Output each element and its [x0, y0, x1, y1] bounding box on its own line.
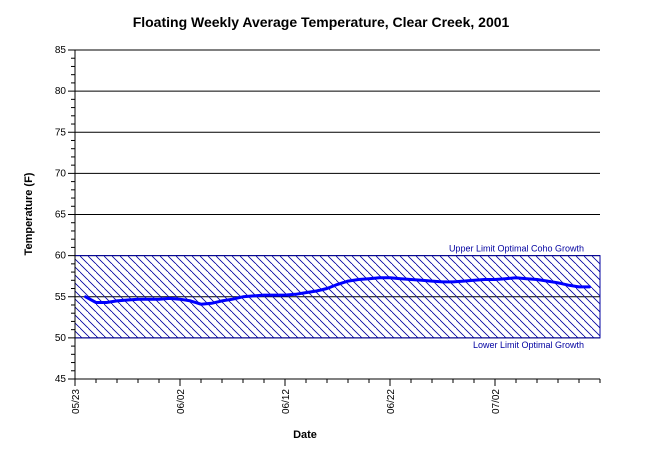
data-point	[231, 298, 234, 301]
chart-title: Floating Weekly Average Temperature, Cle…	[133, 14, 510, 30]
optimal-growth-band	[74, 255, 601, 339]
data-point	[514, 276, 518, 279]
y-tick-label: 45	[55, 374, 67, 385]
data-point	[304, 291, 308, 294]
data-point	[378, 276, 381, 279]
data-point	[241, 295, 245, 298]
data-point	[157, 298, 161, 301]
data-point	[472, 279, 476, 282]
data-point	[535, 278, 539, 281]
x-axis-label: Date	[293, 429, 317, 441]
data-point	[147, 298, 150, 301]
data-point	[441, 280, 444, 284]
data-point	[105, 301, 108, 304]
y-tick-label: 65	[55, 210, 67, 221]
y-tick-label: 70	[55, 168, 67, 179]
data-point	[525, 277, 528, 280]
x-tick-label: 06/12	[281, 389, 292, 414]
y-tick-label: 55	[55, 292, 67, 303]
data-point	[126, 298, 129, 302]
data-point	[220, 299, 224, 303]
data-point	[399, 277, 402, 280]
data-point	[588, 285, 591, 289]
data-point	[346, 279, 350, 283]
data-point	[84, 295, 87, 298]
upper-limit-label: Upper Limit Optimal Coho Growth	[449, 244, 584, 254]
data-point	[199, 303, 203, 306]
data-point	[262, 293, 266, 297]
data-point	[420, 279, 423, 282]
data-point	[357, 278, 360, 281]
data-point	[567, 284, 570, 287]
data-point	[388, 276, 392, 279]
y-tick-label: 75	[55, 127, 67, 138]
data-point	[168, 297, 171, 300]
x-tick-label: 06/02	[176, 389, 187, 414]
data-point	[504, 277, 507, 280]
x-tick-label: 07/02	[491, 389, 502, 414]
data-point	[178, 298, 182, 301]
x-axis: 05/23 06/02 06/12 06/22 07/02	[71, 378, 601, 414]
data-point	[315, 289, 318, 293]
data-point	[451, 280, 455, 284]
data-point	[546, 279, 549, 283]
y-tick-label: 85	[55, 45, 67, 56]
data-point	[294, 293, 297, 296]
x-tick-label: 05/23	[71, 389, 82, 414]
y-tick-label: 60	[55, 251, 67, 262]
data-point	[189, 299, 192, 303]
data-point	[409, 278, 413, 281]
y-axis: 45 50 55 60 65 70 75 80 85	[55, 45, 76, 385]
data-point	[577, 285, 581, 289]
data-point	[556, 281, 560, 284]
data-point	[273, 293, 276, 297]
data-point	[462, 279, 465, 283]
lower-limit-label: Lower Limit Optimal Growth	[473, 340, 584, 350]
data-point	[136, 298, 140, 301]
data-point	[430, 279, 434, 283]
data-point	[336, 283, 339, 286]
data-point	[210, 302, 213, 305]
data-point	[493, 278, 497, 281]
y-axis-label: Temperature (F)	[23, 172, 35, 255]
data-point	[483, 278, 486, 281]
x-tick-label: 06/22	[386, 389, 397, 414]
data-point	[325, 287, 329, 290]
data-points	[84, 276, 591, 306]
y-tick-label: 50	[55, 333, 67, 344]
data-point	[94, 301, 98, 304]
data-point	[283, 293, 287, 297]
data-point	[367, 277, 371, 280]
data-point	[115, 299, 119, 303]
y-tick-label: 80	[55, 86, 67, 97]
data-point	[252, 294, 255, 298]
